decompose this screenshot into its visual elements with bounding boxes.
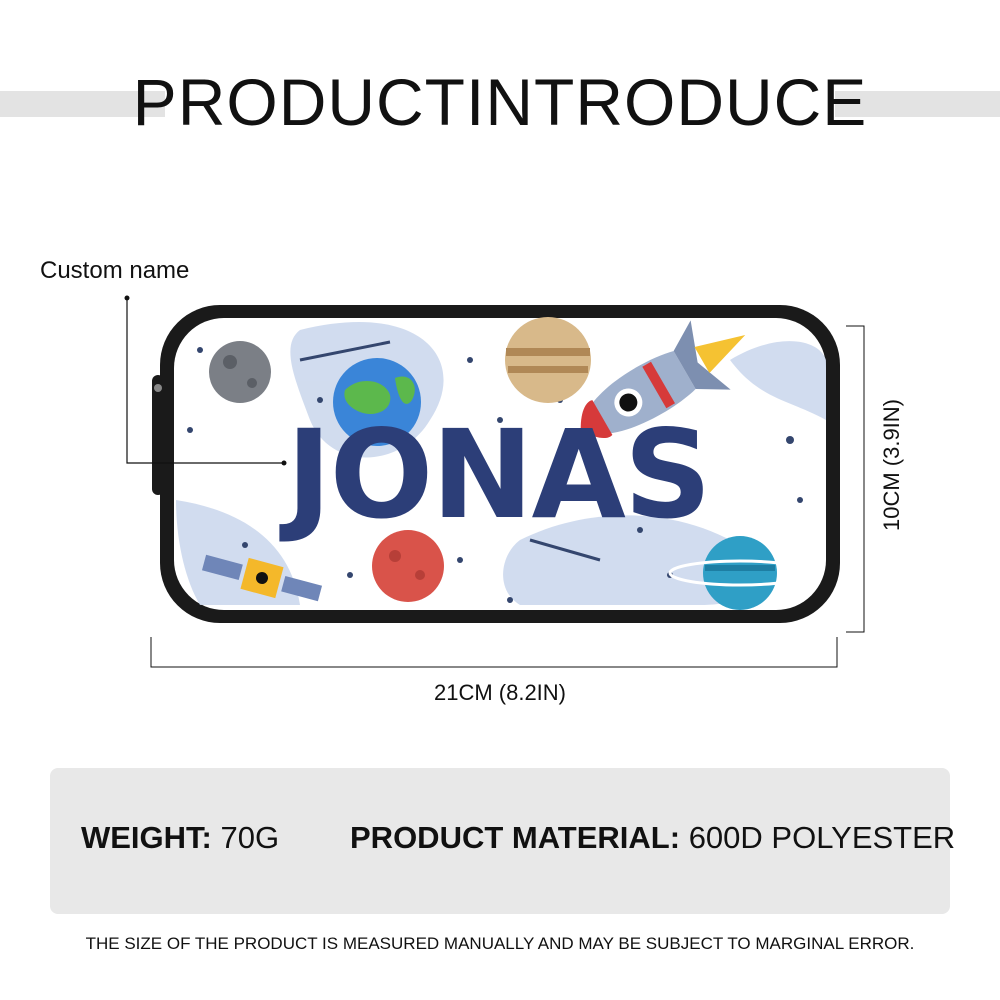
disclaimer-text: THE SIZE OF THE PRODUCT IS MEASURED MANU…	[85, 934, 915, 953]
header-rule-right	[835, 91, 1000, 117]
weight-label: WEIGHT:	[81, 820, 212, 855]
height-dimension-label: 10CM (3.9IN)	[879, 398, 904, 532]
page-title: PRODUCTINTRODUCE	[132, 65, 868, 139]
custom-name-text: JONAS	[286, 404, 712, 546]
weight-spec: WEIGHT: 70G	[81, 820, 279, 856]
weight-value: 70G	[220, 820, 280, 855]
custom-name-label: Custom name	[40, 257, 190, 284]
material-label: PRODUCT MATERIAL:	[350, 820, 681, 855]
header-rule-left	[0, 91, 165, 117]
material-value: 600D POLYESTER	[688, 820, 956, 855]
width-dimension-label: 21CM (8.2IN)	[433, 680, 567, 705]
material-spec: PRODUCT MATERIAL: 600D POLYESTER	[350, 820, 955, 856]
specs-panel: WEIGHT: 70G PRODUCT MATERIAL: 600D POLYE…	[50, 768, 955, 914]
